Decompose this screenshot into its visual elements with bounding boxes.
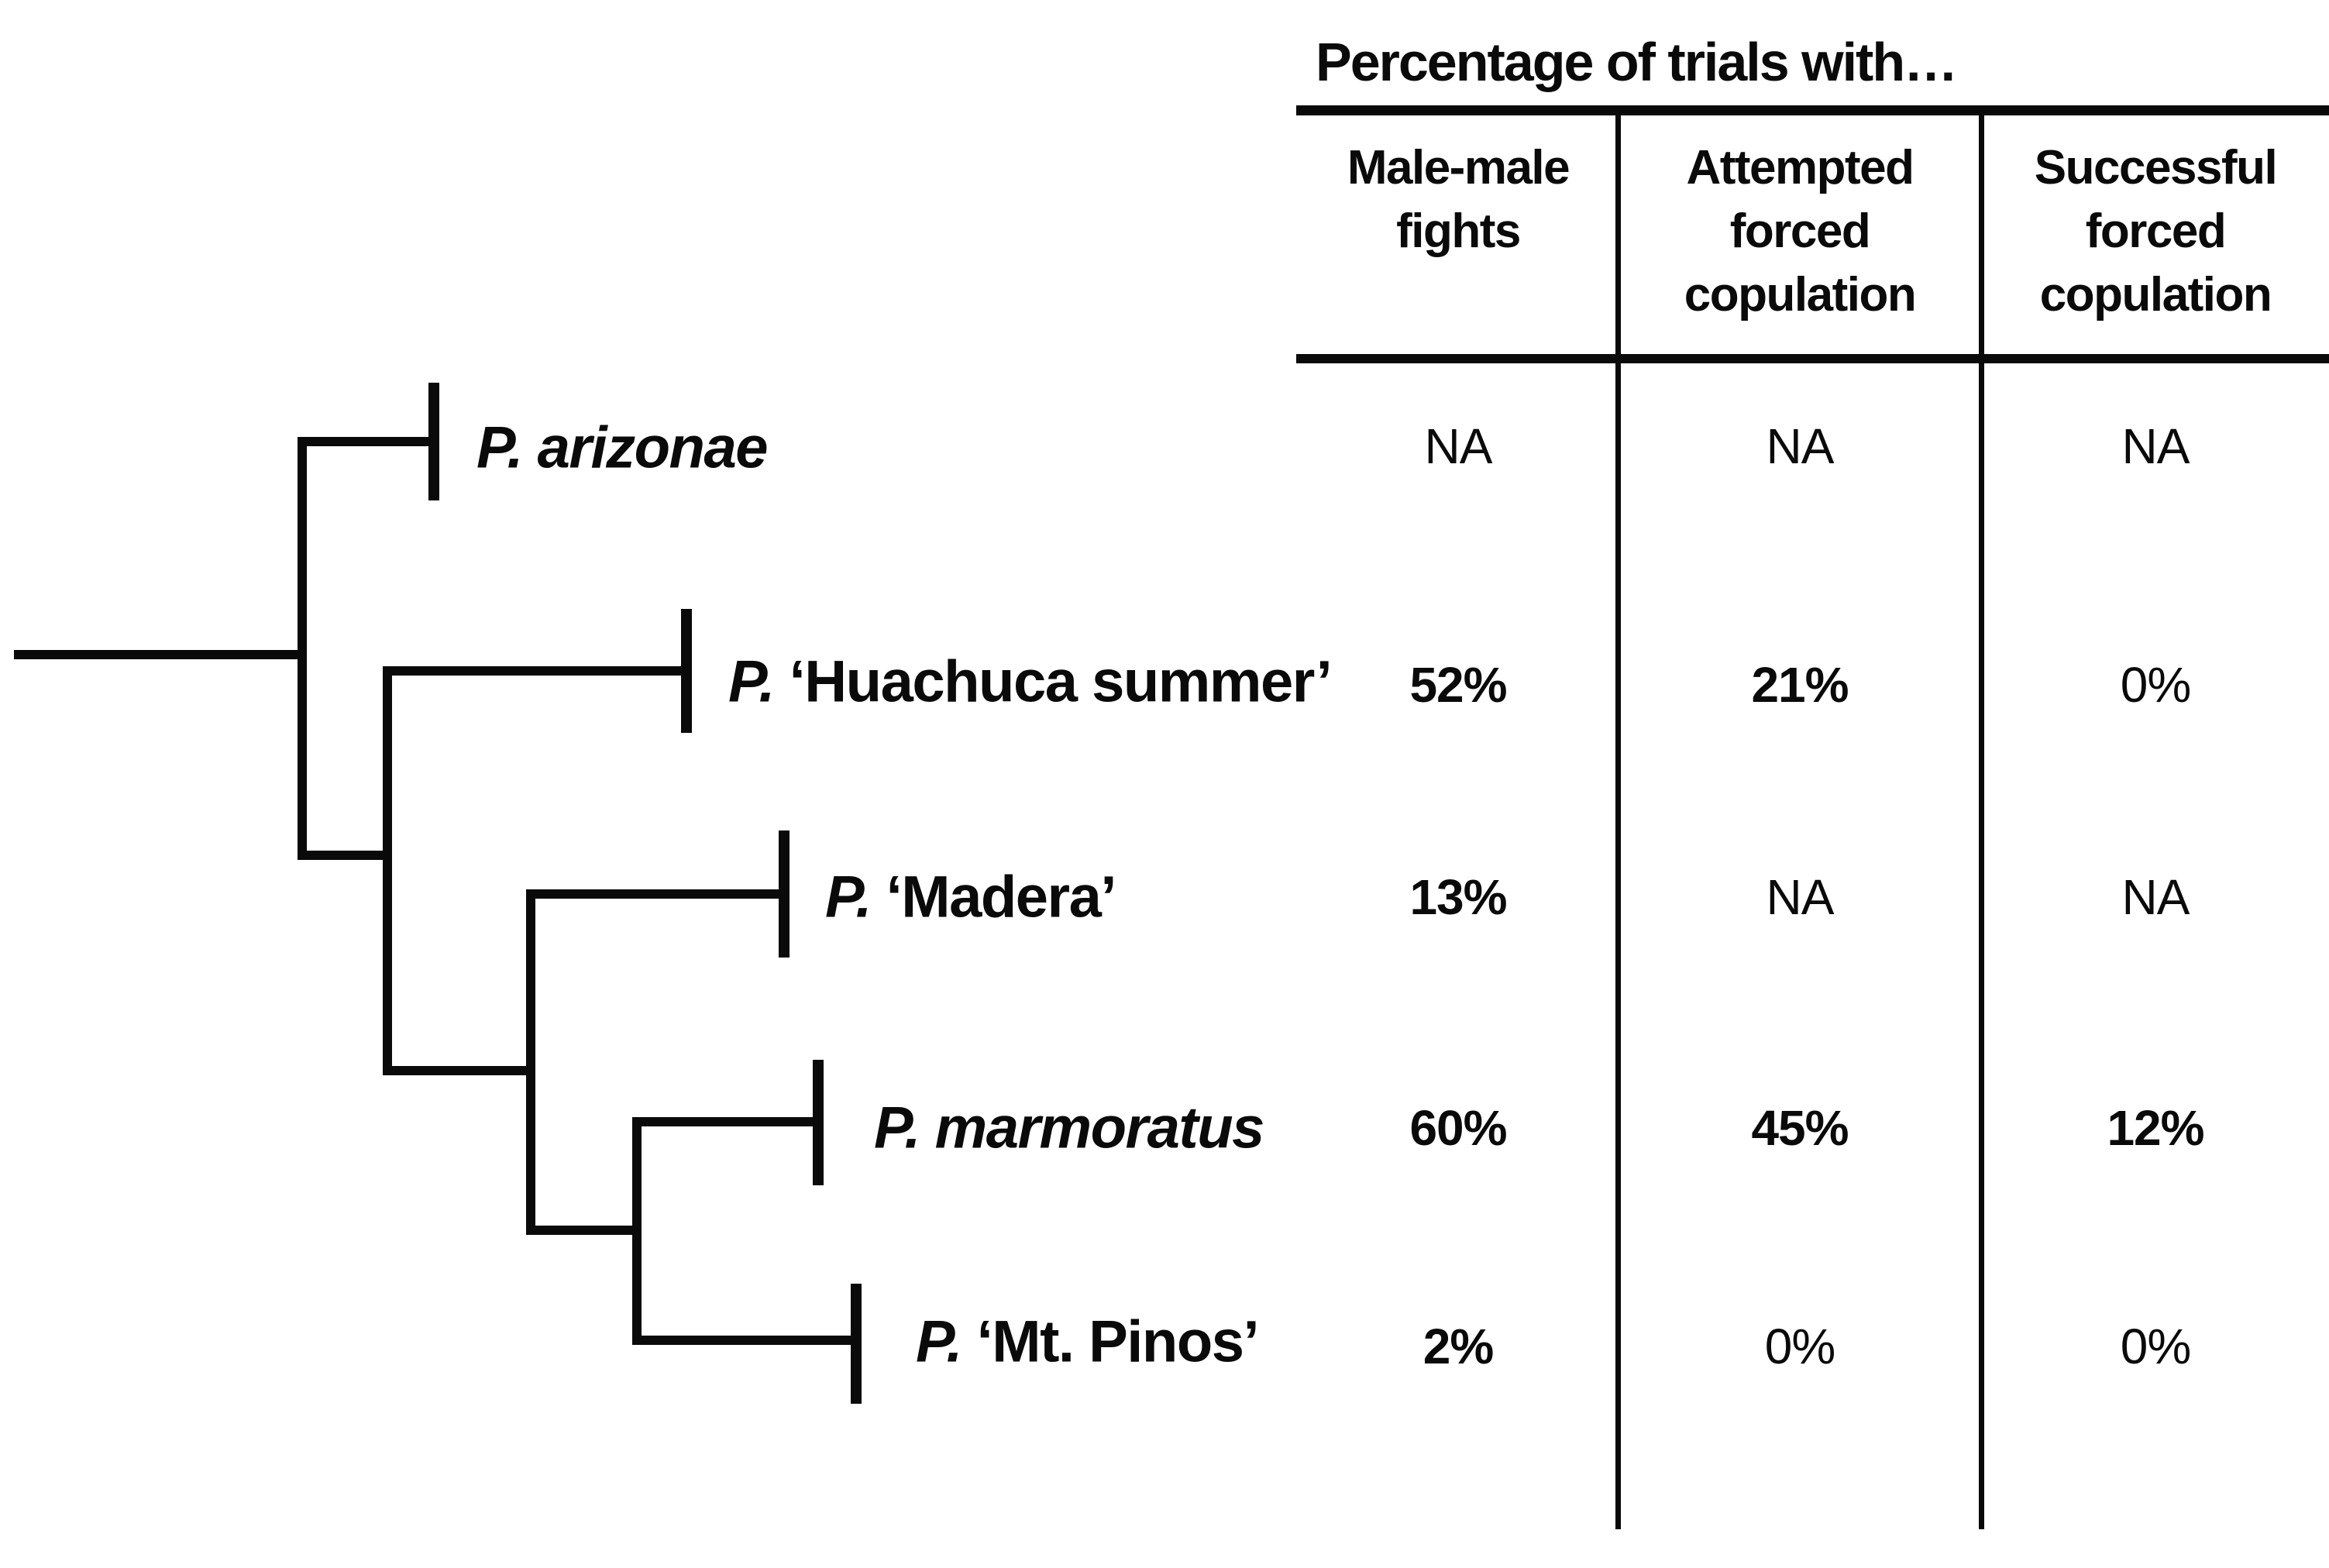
cell-marmoratus-male-male-fights: 60% bbox=[1409, 1100, 1507, 1156]
cell-huachuca-attempted-forced-copulation: 21% bbox=[1751, 657, 1849, 713]
cell-mt-pinos-attempted-forced-copulation: 0% bbox=[1764, 1319, 1835, 1374]
table-column-divider-1 bbox=[1615, 108, 1621, 1529]
tip-label-arizonae: P. arizonae bbox=[476, 414, 769, 482]
cell-huachuca-successful-forced-copulation: 0% bbox=[2120, 657, 2191, 713]
column-header-successful-forced-copulation: Successful forced copulation bbox=[2034, 136, 2278, 327]
column-header-line: fights bbox=[1396, 205, 1521, 258]
tip-label-mt-pinos: P. ‘Mt. Pinos’ bbox=[916, 1308, 1260, 1376]
column-header-attempted-forced-copulation: Attempted forced copulation bbox=[1684, 136, 1917, 327]
tip-label-epithet: marmoratus bbox=[934, 1095, 1265, 1161]
tip-label-genus: P. bbox=[728, 648, 776, 715]
column-header-line: forced bbox=[2085, 205, 2227, 258]
cell-mt-pinos-successful-forced-copulation: 0% bbox=[2120, 1319, 2191, 1374]
cell-marmoratus-attempted-forced-copulation: 45% bbox=[1751, 1100, 1849, 1156]
column-header-line: Male-male bbox=[1347, 141, 1570, 194]
table-title: Percentage of trials with… bbox=[1316, 32, 1958, 92]
column-header-line: Successful bbox=[2034, 141, 2278, 194]
column-header-male-male-fights: Male-male fights bbox=[1347, 136, 1570, 263]
cell-arizonae-male-male-fights: NA bbox=[1424, 418, 1493, 474]
cell-arizonae-successful-forced-copulation: NA bbox=[2121, 418, 2190, 474]
column-header-line: copulation bbox=[2039, 268, 2272, 322]
cell-mt-pinos-male-male-fights: 2% bbox=[1423, 1319, 1494, 1374]
column-header-line: copulation bbox=[1684, 268, 1917, 322]
tip-label-epithet: ‘Madera’ bbox=[886, 864, 1117, 930]
column-header-line: Attempted bbox=[1686, 141, 1914, 194]
cell-madera-successful-forced-copulation: NA bbox=[2121, 869, 2190, 925]
cell-arizonae-attempted-forced-copulation: NA bbox=[1766, 418, 1835, 474]
cell-marmoratus-successful-forced-copulation: 12% bbox=[2107, 1100, 2204, 1156]
cell-madera-male-male-fights: 13% bbox=[1409, 869, 1507, 925]
tip-label-huachuca-summer: P. ‘Huachuca summer’ bbox=[728, 648, 1333, 716]
column-header-line: forced bbox=[1729, 205, 1871, 258]
cell-huachuca-male-male-fights: 52% bbox=[1409, 657, 1507, 713]
tip-label-epithet: arizonae bbox=[537, 414, 769, 481]
tree-branches bbox=[14, 437, 856, 1345]
table-column-divider-2 bbox=[1979, 108, 1984, 1529]
tip-label-genus: P. bbox=[874, 1095, 921, 1161]
tip-label-genus: P. bbox=[476, 414, 524, 481]
tip-label-marmoratus: P. marmoratus bbox=[874, 1095, 1264, 1162]
tree-tip-bars bbox=[428, 383, 862, 1404]
tip-label-epithet: ‘Huachuca summer’ bbox=[789, 648, 1333, 715]
tip-label-madera: P. ‘Madera’ bbox=[825, 864, 1116, 931]
table-top-rule bbox=[1296, 105, 2329, 115]
table-header-rule bbox=[1296, 354, 2329, 363]
tip-label-genus: P. bbox=[916, 1308, 963, 1375]
cell-madera-attempted-forced-copulation: NA bbox=[1766, 869, 1835, 925]
tip-label-epithet: ‘Mt. Pinos’ bbox=[976, 1308, 1260, 1375]
tip-label-genus: P. bbox=[825, 864, 872, 930]
